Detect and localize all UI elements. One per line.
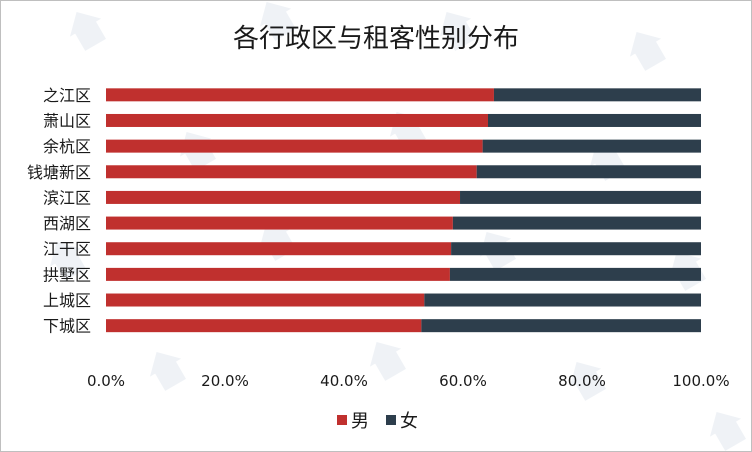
x-tick-label-4: 80.0% [558, 372, 606, 390]
bar-female-5 [452, 216, 701, 230]
category-label-8: 上城区 [43, 291, 91, 310]
bar-female-4 [460, 190, 701, 204]
watermark-house-icon [630, 32, 666, 71]
watermark-house-icon [370, 342, 406, 381]
bar-male-2 [106, 139, 483, 153]
watermark-house-icon [570, 362, 606, 401]
bar-male-9 [106, 319, 422, 333]
legend: 男 女 [337, 411, 418, 432]
category-label-4: 滨江区 [43, 188, 91, 207]
bar-male-0 [106, 88, 494, 102]
category-label-5: 西湖区 [43, 214, 91, 233]
x-tick-label-5: 100.0% [672, 372, 729, 390]
bar-female-1 [487, 113, 701, 127]
bar-male-5 [106, 216, 453, 230]
bar-female-6 [451, 242, 701, 256]
legend-swatch-female [386, 415, 396, 425]
category-label-2: 余杭区 [43, 137, 91, 156]
bar-male-1 [106, 113, 488, 127]
watermark-house-icon [50, 242, 86, 281]
bar-male-7 [106, 267, 450, 281]
category-label-9: 下城区 [43, 317, 91, 336]
x-tick-label-3: 60.0% [439, 372, 487, 390]
bar-male-3 [106, 165, 477, 179]
x-tick-label-2: 40.0% [320, 372, 368, 390]
category-label-7: 拱墅区 [43, 265, 91, 284]
bar-male-4 [106, 190, 461, 204]
category-label-0: 之江区 [43, 86, 91, 105]
watermark-house-icon [710, 412, 746, 451]
bar-female-8 [424, 293, 701, 307]
x-tick-label-0: 0.0% [87, 372, 125, 390]
category-label-1: 萧山区 [43, 111, 91, 130]
chart-title: 各行政区与租客性别分布 [233, 24, 519, 54]
value-axis: 0.0% 20.0% 40.0% 60.0% 80.0% 100.0% [87, 372, 730, 390]
legend-swatch-male [337, 415, 347, 425]
watermark-house-icon [70, 12, 106, 51]
bar-female-0 [493, 88, 701, 102]
legend-label-female: 女 [400, 411, 418, 432]
category-label-3: 钱塘新区 [27, 163, 91, 182]
bar-female-9 [421, 319, 701, 333]
bar-male-8 [106, 293, 425, 307]
legend-label-male: 男 [351, 411, 369, 432]
watermark-house-icon [260, 2, 296, 41]
bar-female-3 [476, 165, 701, 179]
watermark-house-icon [150, 352, 186, 391]
bar-female-2 [482, 139, 701, 153]
plot-area [106, 88, 701, 333]
x-tick-label-1: 20.0% [201, 372, 249, 390]
bar-male-6 [106, 242, 452, 256]
watermark-house-icon [440, 12, 476, 51]
category-label-6: 江干区 [43, 240, 91, 259]
bar-female-7 [449, 267, 701, 281]
